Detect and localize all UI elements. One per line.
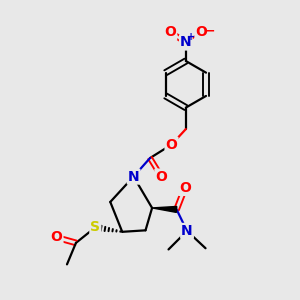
Text: −: − [205, 24, 216, 37]
Text: N: N [181, 224, 193, 238]
Polygon shape [152, 206, 177, 212]
Text: O: O [166, 138, 177, 152]
Text: O: O [155, 169, 167, 184]
Text: N: N [180, 35, 192, 50]
Text: S: S [90, 220, 100, 234]
Text: O: O [195, 25, 207, 39]
Text: N: N [128, 169, 140, 184]
Text: O: O [179, 181, 191, 195]
Text: O: O [164, 25, 176, 39]
Text: O: O [51, 230, 62, 244]
Text: +: + [187, 32, 195, 42]
